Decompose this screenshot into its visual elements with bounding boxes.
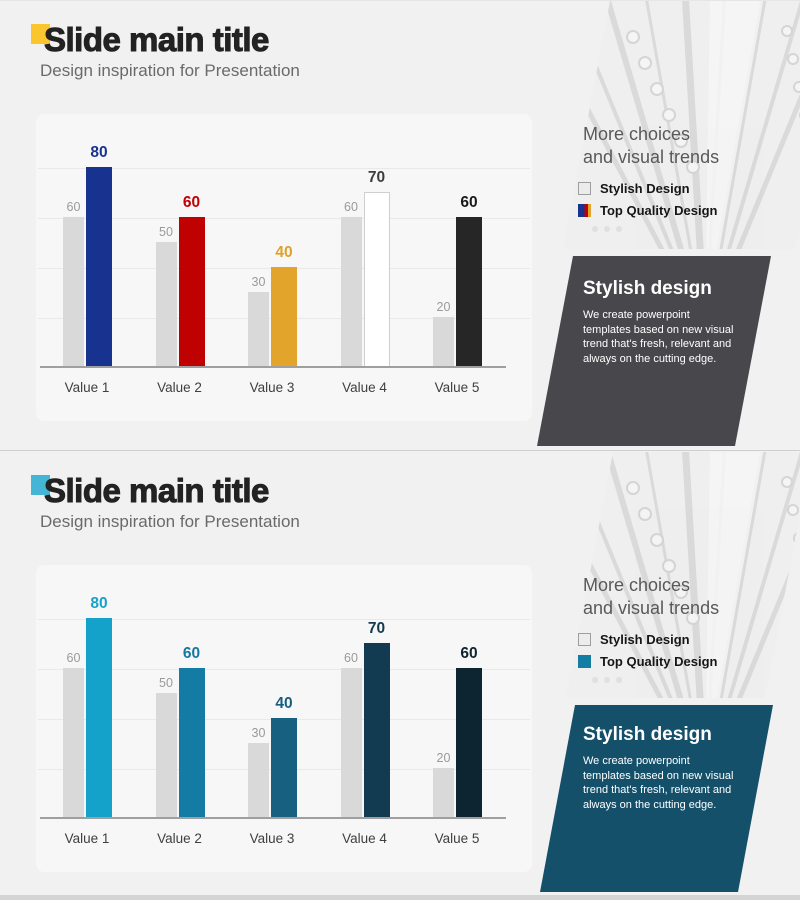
colored-value-label: 60 — [182, 194, 201, 211]
slide-title: Slide main title — [44, 472, 270, 510]
legend-swatch-icon — [578, 203, 591, 217]
colored-value-label: 70 — [367, 620, 386, 637]
gray-value-label: 50 — [159, 676, 173, 690]
callout-body: We create powerpoint templates based on … — [583, 309, 734, 365]
category-label: Value 3 — [249, 831, 295, 846]
callout-shape — [540, 705, 773, 892]
more-choices-line2: and visual trends — [583, 598, 720, 618]
gridline — [38, 168, 530, 169]
gray-value-label: 60 — [66, 651, 81, 665]
legend-label: Top Quality Design — [600, 202, 718, 218]
colored-value-label: 80 — [90, 595, 108, 612]
colored-bar — [178, 217, 205, 367]
colored-value-label: 60 — [460, 194, 478, 211]
more-choices-line1: More choices — [583, 575, 691, 595]
legend-item: Stylish Design — [578, 631, 718, 647]
gray-bar — [340, 668, 362, 818]
more-choices-line2: and visual trends — [583, 147, 720, 167]
gridline — [38, 669, 530, 670]
colored-value-label: 40 — [275, 695, 293, 712]
gray-value-label: 60 — [66, 200, 81, 214]
chart-baseline — [40, 366, 506, 368]
title-accent-square — [31, 24, 50, 44]
legend-swatch-icon — [578, 654, 591, 668]
category-label: Value 4 — [342, 831, 387, 846]
gray-value-label: 30 — [251, 275, 266, 289]
gray-value-label: 30 — [251, 726, 266, 740]
gridline — [38, 619, 530, 620]
bar-chart: 60 80 Value 1 50 60 Value 2 30 40 Value 3 60 70 Val… — [40, 115, 506, 395]
category-label: Value 5 — [434, 380, 480, 395]
gray-bar — [433, 768, 454, 818]
callout-heading: Stylish design — [583, 278, 712, 299]
legend-item: Top Quality Design — [578, 653, 718, 669]
more-choices-heading: More choices and visual trends — [583, 574, 719, 620]
bottom-edge-strip — [0, 895, 800, 900]
legend-item: Top Quality Design — [578, 202, 718, 218]
legend-swatch-icon — [578, 632, 591, 646]
bar-chart: 60 80 Value 1 50 60 Value 2 30 40 Value 3 60 70 Val… — [40, 566, 506, 846]
more-choices-heading: More choices and visual trends — [583, 123, 719, 169]
gray-bar — [155, 242, 177, 367]
legend-label: Stylish Design — [600, 631, 690, 647]
gray-value-label: 20 — [436, 300, 451, 314]
gray-bar — [63, 668, 84, 818]
colored-bar — [271, 718, 297, 818]
gray-value-label: 60 — [344, 200, 358, 214]
more-choices-line1: More choices — [583, 124, 691, 144]
colored-value-label: 70 — [367, 169, 386, 186]
legend-label: Stylish Design — [600, 180, 690, 196]
callout-parallelogram — [537, 256, 771, 446]
category-label: Value 2 — [157, 831, 202, 846]
category-label: Value 3 — [249, 380, 295, 395]
callout-parallelogram — [540, 705, 773, 892]
colored-bar — [363, 643, 390, 818]
legend-item: Stylish Design — [578, 180, 718, 196]
gray-value-label: 20 — [436, 751, 451, 765]
colored-value-label: 60 — [460, 645, 478, 662]
gray-bar — [248, 743, 269, 818]
gray-bar — [433, 317, 454, 367]
colored-bar — [178, 668, 205, 818]
gray-value-label: 60 — [344, 651, 358, 665]
category-label: Value 1 — [64, 380, 110, 395]
colored-value-label: 60 — [182, 645, 201, 662]
gridline — [38, 218, 530, 219]
gray-bar — [340, 217, 362, 367]
gray-bar — [155, 693, 177, 818]
chart-baseline — [40, 817, 506, 819]
colored-bar — [456, 668, 482, 818]
slide-template-1: Slide main title Design inspiration for … — [0, 0, 800, 451]
colored-bar — [86, 167, 112, 367]
colored-bar — [271, 267, 297, 367]
gray-bar — [248, 292, 269, 367]
category-label: Value 5 — [434, 831, 480, 846]
slide-template-2: Slide main title Design inspiration for … — [0, 452, 800, 895]
colored-value-label: 80 — [90, 144, 108, 161]
title-accent-square — [31, 475, 50, 495]
colored-bar — [456, 217, 482, 367]
slide-subtitle: Design inspiration for Presentation — [40, 61, 300, 80]
accordion-photo — [566, 452, 800, 698]
colored-bar — [363, 192, 390, 367]
category-label: Value 4 — [342, 380, 387, 395]
category-label: Value 1 — [64, 831, 110, 846]
legend-swatch-icon — [578, 181, 591, 195]
legend: Stylish Design Top Quality Design — [578, 632, 718, 676]
callout-box: Stylish design We create powerpoint temp… — [530, 703, 782, 895]
slide-subtitle: Design inspiration for Presentation — [40, 512, 300, 531]
accordion-photo — [563, 1, 800, 249]
gray-value-label: 50 — [159, 225, 173, 239]
gray-bar — [63, 217, 84, 367]
colored-value-label: 40 — [275, 244, 293, 261]
callout-body: We create powerpoint templates based on … — [583, 755, 734, 811]
category-label: Value 2 — [157, 380, 202, 395]
legend-label: Top Quality Design — [600, 653, 718, 669]
callout-shape — [537, 256, 771, 446]
legend: Stylish Design Top Quality Design — [578, 181, 718, 225]
callout-box: Stylish design We create powerpoint temp… — [530, 254, 782, 448]
slide-title: Slide main title — [44, 21, 270, 59]
colored-bar — [86, 618, 112, 818]
callout-heading: Stylish design — [583, 724, 712, 745]
